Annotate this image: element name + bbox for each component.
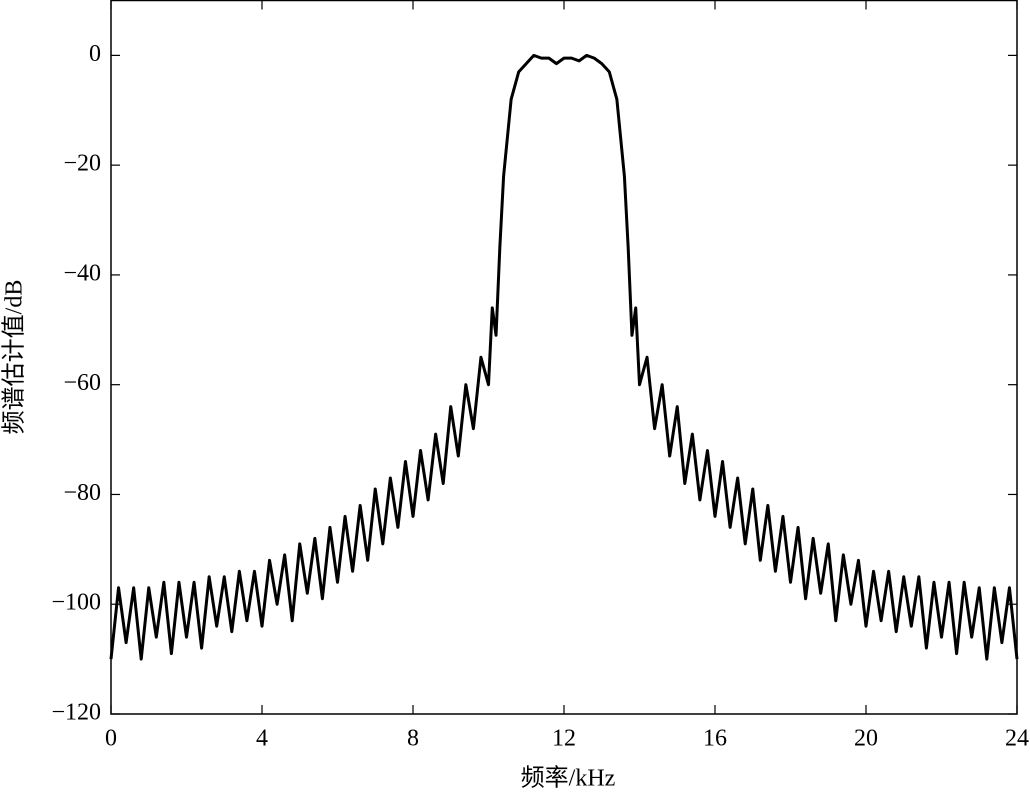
x-tick-label: 24 — [1005, 726, 1029, 752]
x-tick-label: 0 — [105, 726, 117, 752]
y-tick-label: −80 — [63, 480, 101, 506]
spectrum-line — [109, 53, 1019, 661]
x-axis-label: 频率/kHz — [521, 765, 616, 792]
y-tick-label: −20 — [63, 151, 101, 177]
y-tick-label: −120 — [51, 700, 101, 726]
y-axis-label: 频谱估计值/dB — [1, 280, 28, 435]
y-tick-label: −100 — [51, 590, 101, 616]
y-tick-label: −40 — [63, 260, 101, 286]
plot-frame — [110, 0, 1018, 715]
y-tick-label: 0 — [89, 41, 101, 67]
x-tick-label: 4 — [256, 726, 268, 752]
x-tick-label: 12 — [552, 726, 576, 752]
x-tick-label: 20 — [854, 726, 878, 752]
y-tick-label: −60 — [63, 370, 101, 396]
x-tick-label: 8 — [407, 726, 419, 752]
x-tick-label: 16 — [703, 726, 727, 752]
